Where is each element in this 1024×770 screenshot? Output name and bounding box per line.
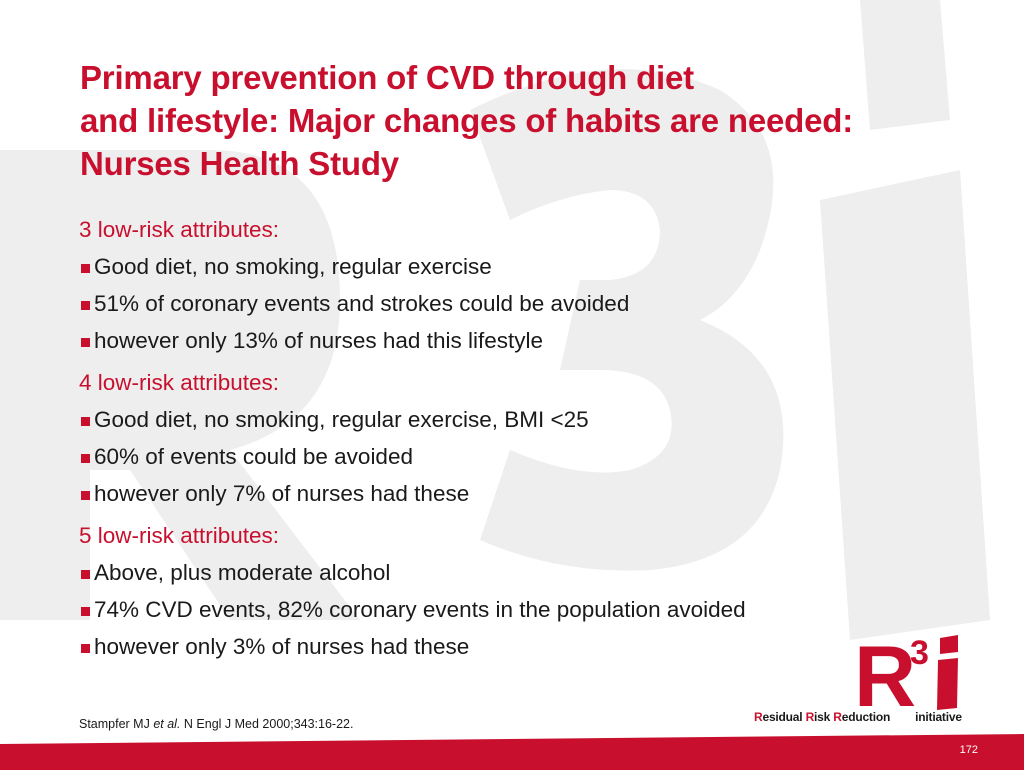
bullet-square-icon: [81, 607, 90, 616]
slide-content: 3 low-risk attributes: Good diet, no smo…: [79, 212, 939, 671]
bullet-square-icon: [81, 264, 90, 273]
tagline-r3: R: [833, 710, 842, 724]
bullet-item: Good diet, no smoking, regular exercise: [79, 248, 939, 285]
slide-title: Primary prevention of CVD through diet a…: [80, 56, 1000, 185]
bullet-item: 51% of coronary events and strokes could…: [79, 285, 939, 322]
bullet-item: 60% of events could be avoided: [79, 438, 939, 475]
tagline-suffix: initiative: [915, 710, 962, 724]
bullet-square-icon: [81, 644, 90, 653]
bullet-item: however only 7% of nurses had these: [79, 475, 939, 512]
logo-i-dot: [940, 635, 958, 654]
bullet-square-icon: [81, 570, 90, 579]
bullet-text: Above, plus moderate alcohol: [94, 560, 391, 585]
bullet-text: 74% CVD events, 82% coronary events in t…: [94, 597, 746, 622]
bullet-text: 51% of coronary events and strokes could…: [94, 291, 630, 316]
page-number: 172: [959, 744, 978, 756]
bullet-square-icon: [81, 417, 90, 426]
section-heading: 3 low-risk attributes:: [79, 217, 280, 242]
bullet-square-icon: [81, 454, 90, 463]
bullet-item: however only 13% of nurses had this life…: [79, 322, 939, 359]
title-line-1: Primary prevention of CVD through diet: [80, 59, 694, 96]
tagline-r1: R: [754, 710, 763, 724]
section-heading: 4 low-risk attributes:: [79, 370, 280, 395]
bullet-item: 74% CVD events, 82% coronary events in t…: [79, 591, 939, 628]
bullet-text: Good diet, no smoking, regular exercise: [94, 254, 492, 279]
bullet-text: however only 7% of nurses had these: [94, 481, 470, 506]
citation: Stampfer MJ et al. N Engl J Med 2000;343…: [79, 717, 353, 731]
title-line-3: Nurses Health Study: [80, 145, 399, 182]
logo-tagline: Residual Risk Reduction initiative: [754, 710, 962, 724]
citation-source: N Engl J Med 2000;343:16-22.: [180, 717, 354, 731]
bullet-text: 60% of events could be avoided: [94, 444, 413, 469]
title-line-2: and lifestyle: Major changes of habits a…: [80, 102, 854, 139]
bullet-item: Above, plus moderate alcohol: [79, 554, 939, 591]
section-5-attributes: 5 low-risk attributes: Above, plus moder…: [79, 518, 939, 665]
r3i-logo: R 3 Residual Risk Reduction initiative: [754, 632, 984, 728]
r3i-logo-mark: R 3: [854, 632, 958, 712]
bullet-item: however only 3% of nurses had these: [79, 628, 939, 665]
section-heading: 5 low-risk attributes:: [79, 523, 280, 548]
bullet-square-icon: [81, 338, 90, 347]
tagline-w2: isk: [814, 710, 834, 724]
bullet-text: Good diet, no smoking, regular exercise,…: [94, 407, 589, 432]
tagline-w3: eduction: [841, 710, 891, 724]
citation-etal: et al.: [153, 717, 181, 731]
tagline-w1: esidual: [762, 710, 806, 724]
section-3-attributes: 3 low-risk attributes: Good diet, no smo…: [79, 212, 939, 359]
bullet-item: Good diet, no smoking, regular exercise,…: [79, 401, 939, 438]
bullet-text: however only 3% of nurses had these: [94, 634, 470, 659]
bullet-text: however only 13% of nurses had this life…: [94, 328, 543, 353]
logo-i-stem: [937, 658, 958, 710]
logo-superscript-3: 3: [910, 634, 929, 672]
citation-author: Stampfer MJ: [79, 717, 154, 731]
logo-letter-r: R: [854, 632, 916, 712]
tagline-r2: R: [805, 710, 815, 724]
bullet-square-icon: [81, 491, 90, 500]
footer-bar: [0, 734, 1024, 770]
bullet-square-icon: [81, 301, 90, 310]
section-4-attributes: 4 low-risk attributes: Good diet, no smo…: [79, 365, 939, 512]
